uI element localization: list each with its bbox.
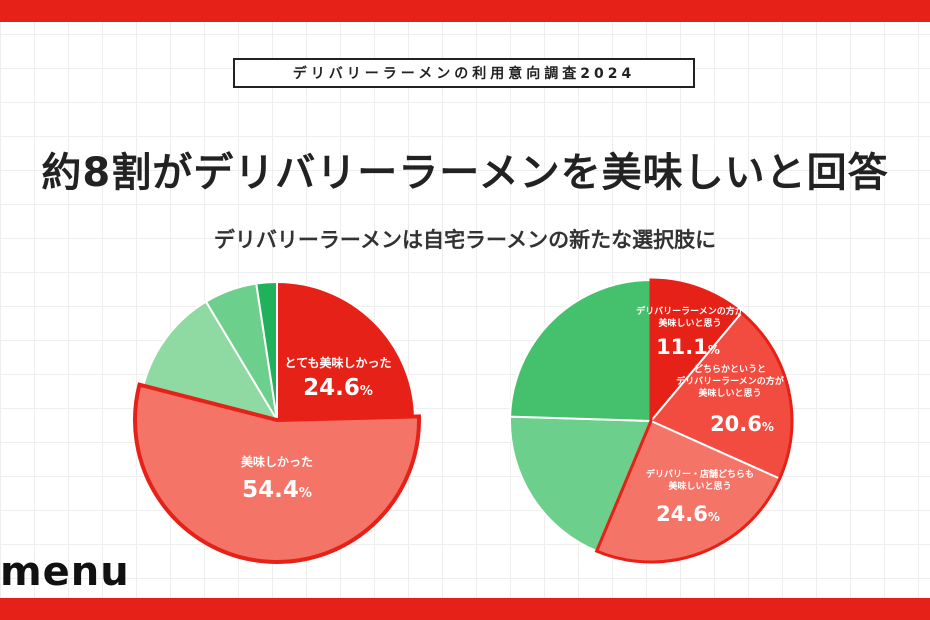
pie-slice-2-4 [509,415,653,553]
page-headline: 約8割がデリバリーラーメンを美味しいと回答 [41,150,889,196]
slice-value-2-1: 11.1% [656,335,720,359]
top-accent-bar [0,0,930,22]
slice-value-2-3: 24.6% [656,502,720,526]
pie-slice-1-1 [276,280,416,422]
pie-slice-1-3 [142,300,280,422]
slice-label-1-1: とても美味しかった [284,355,391,370]
slice-label-2-3: デリバリー・店舗どちらも美味しいと思う [646,468,754,492]
page-subheadline: デリバリーラーメンは自宅ラーメンの新たな選択肢に [213,228,717,252]
slice-value-1-2: 54.4% [242,477,312,503]
menu-logo: menu [0,549,130,595]
pie-slice-group-outline [594,278,794,564]
slice-value-1-1: 24.6% [303,375,373,401]
slice-label-2-2: どちらかというとデリバリーラーメンの方が美味しいと思う [676,363,785,399]
pie-chart-2: デリバリーラーメンの方が美味しいと思う 11.1% どちらかというとデリバリーラーメ… [509,278,794,564]
pie-slice-highlight-outline [133,382,421,564]
slice-label-1-2: 美味しかった [241,454,313,469]
pie-slice-1-5 [255,280,278,421]
pie-chart-1: とても美味しかった 24.6% 美味しかった 54.4% [133,280,421,564]
slice-value-2-2: 20.6% [710,412,774,436]
pie-slice-2-5 [509,278,652,423]
slice-label-2-1: デリバリーラーメンの方が美味しいと思う [636,305,745,329]
survey-title-badge: デリバリーラーメンの利用意向調査2024 [233,58,695,88]
bottom-accent-bar [0,598,930,620]
